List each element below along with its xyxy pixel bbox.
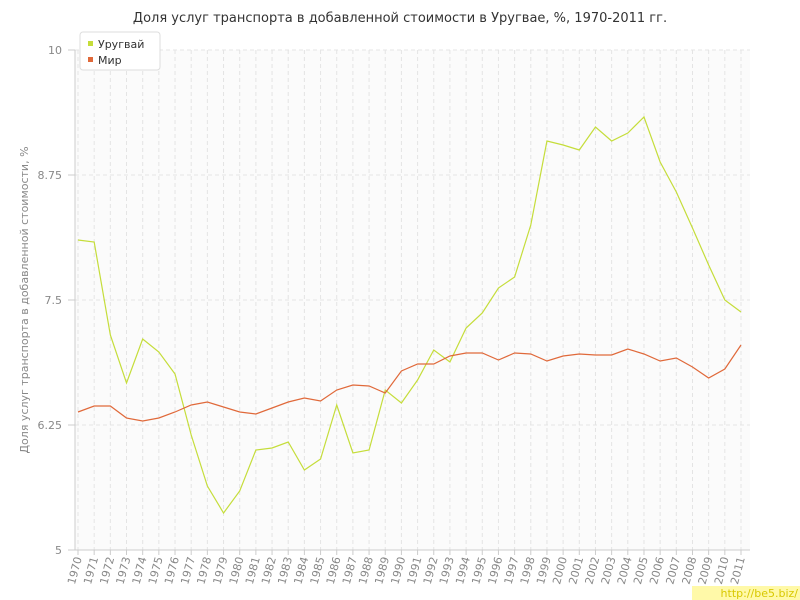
y-tick-label: 5	[55, 544, 62, 557]
y-tick-label: 6.25	[38, 419, 63, 432]
chart-title: Доля услуг транспорта в добавленной стои…	[133, 11, 667, 26]
watermark: http://be5.biz/	[721, 587, 799, 600]
legend-swatch	[88, 41, 93, 46]
series-line	[77, 344, 742, 422]
y-tick-label: 7.5	[45, 294, 63, 307]
legend-box	[79, 31, 161, 71]
legend-label: Уругвай	[98, 38, 144, 51]
watermark-bg	[692, 586, 800, 600]
y-tick-label: 10	[48, 44, 62, 57]
y-axis-label: Доля услуг транспорта в добавленной стои…	[18, 146, 31, 453]
legend-swatch	[88, 57, 93, 62]
legend-label: Мир	[98, 54, 122, 67]
series-line	[77, 115, 742, 515]
y-tick-label: 8.75	[38, 169, 63, 182]
